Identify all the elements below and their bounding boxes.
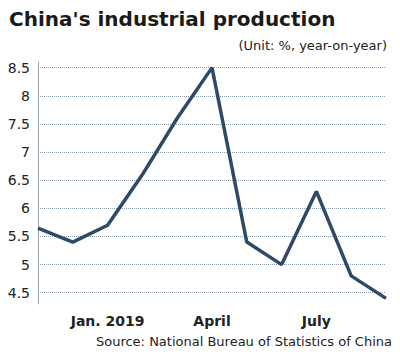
- svg-text:8: 8: [21, 88, 30, 104]
- svg-text:4.5: 4.5: [8, 285, 30, 301]
- svg-text:July: July: [301, 313, 331, 329]
- svg-text:China's industrial production: China's industrial production: [9, 7, 335, 31]
- svg-text:5.5: 5.5: [8, 228, 30, 244]
- svg-text:5: 5: [21, 257, 30, 273]
- svg-text:(Unit: %, year-on-year): (Unit: %, year-on-year): [239, 38, 388, 53]
- svg-text:6: 6: [21, 200, 30, 216]
- svg-text:Jan. 2019: Jan. 2019: [70, 313, 145, 329]
- svg-text:6.5: 6.5: [8, 172, 30, 188]
- svg-text:7: 7: [21, 144, 30, 160]
- svg-text:8.5: 8.5: [8, 60, 30, 76]
- svg-text:Source: National Bureau of Sta: Source: National Bureau of Statistics of…: [96, 334, 392, 349]
- svg-text:7.5: 7.5: [8, 116, 30, 132]
- svg-text:April: April: [193, 313, 230, 329]
